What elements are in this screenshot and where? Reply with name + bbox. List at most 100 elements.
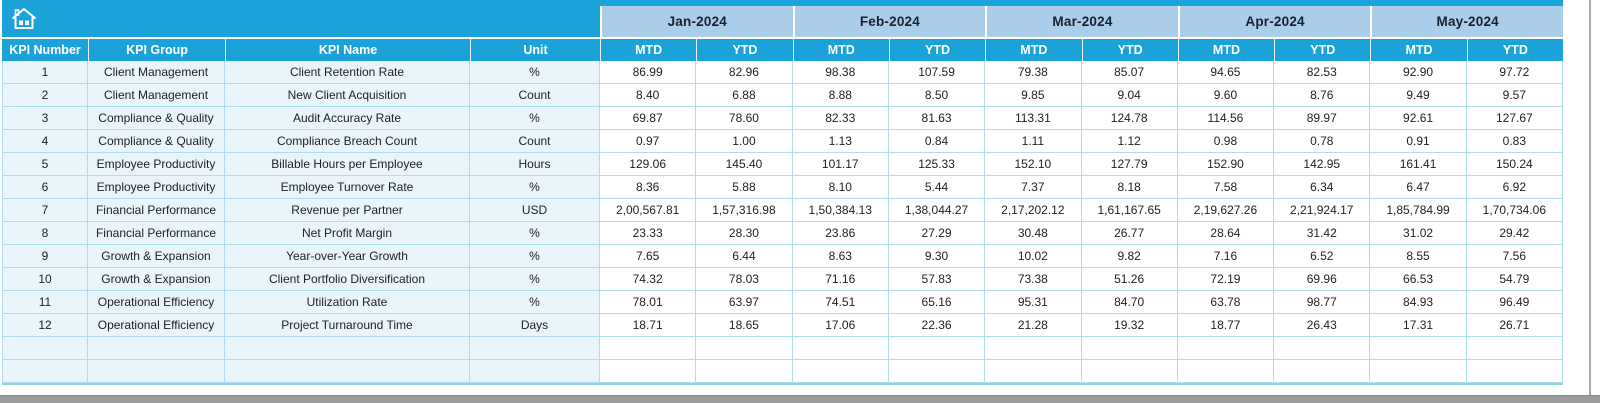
cell-value[interactable]: 17.31 <box>1370 314 1467 337</box>
cell-value[interactable]: 114.56 <box>1177 107 1275 130</box>
cell-value[interactable]: 6.34 <box>1274 176 1371 199</box>
cell-value[interactable]: 113.31 <box>985 107 1082 130</box>
cell-value[interactable]: 152.10 <box>985 153 1082 176</box>
cell-kpi-number[interactable]: 7 <box>2 199 88 222</box>
cell-value[interactable]: 1,57,316.98 <box>696 199 793 222</box>
cell-kpi-name[interactable]: Billable Hours per Employee <box>225 153 470 176</box>
cell-value[interactable]: 98.38 <box>792 61 889 84</box>
cell-value[interactable]: 2,19,627.26 <box>1177 199 1275 222</box>
cell-value[interactable]: 8.63 <box>792 245 889 268</box>
cell-value[interactable]: 1,61,167.65 <box>1081 199 1178 222</box>
header-may-ytd[interactable]: YTD <box>1466 39 1563 61</box>
cell-kpi-name[interactable]: Net Profit Margin <box>225 222 470 245</box>
cell-kpi-number[interactable]: 6 <box>2 176 88 199</box>
cell-value[interactable]: 0.78 <box>1274 130 1371 153</box>
cell-value[interactable]: 69.87 <box>600 107 697 130</box>
cell-value[interactable]: 6.52 <box>1274 245 1371 268</box>
cell-kpi-group[interactable]: Financial Performance <box>88 222 225 245</box>
cell-value[interactable]: 1.13 <box>792 130 889 153</box>
horizontal-scrollbar[interactable] <box>0 395 1600 403</box>
cell-value[interactable]: 31.42 <box>1274 222 1371 245</box>
cell-value[interactable]: 6.47 <box>1370 176 1467 199</box>
cell-kpi-group[interactable]: Compliance & Quality <box>88 130 225 153</box>
cell-kpi-group[interactable]: Growth & Expansion <box>88 268 225 291</box>
cell-value[interactable]: 78.03 <box>696 268 793 291</box>
cell-empty[interactable] <box>792 360 889 383</box>
cell-kpi-group[interactable]: Compliance & Quality <box>88 107 225 130</box>
cell-value[interactable]: 69.96 <box>1274 268 1371 291</box>
cell-kpi-number[interactable]: 2 <box>2 84 88 107</box>
cell-value[interactable]: 94.65 <box>1177 61 1275 84</box>
cell-value[interactable]: 8.40 <box>600 84 697 107</box>
cell-value[interactable]: 22.36 <box>888 314 986 337</box>
cell-unit[interactable]: % <box>470 107 600 130</box>
cell-value[interactable]: 8.55 <box>1370 245 1467 268</box>
cell-empty[interactable] <box>1081 360 1178 383</box>
cell-value[interactable]: 127.79 <box>1081 153 1178 176</box>
cell-value[interactable]: 9.82 <box>1081 245 1178 268</box>
cell-kpi-number[interactable]: 3 <box>2 107 88 130</box>
cell-kpi-name[interactable]: Compliance Breach Count <box>225 130 470 153</box>
home-cell[interactable] <box>2 0 600 37</box>
cell-empty[interactable] <box>88 360 225 383</box>
cell-value[interactable]: 18.77 <box>1177 314 1275 337</box>
cell-kpi-number[interactable]: 10 <box>2 268 88 291</box>
cell-value[interactable]: 1.00 <box>696 130 793 153</box>
cell-value[interactable]: 21.28 <box>985 314 1082 337</box>
cell-kpi-name[interactable]: Audit Accuracy Rate <box>225 107 470 130</box>
header-kpi-number[interactable]: KPI Number <box>9 43 81 57</box>
cell-value[interactable]: 0.98 <box>1177 130 1275 153</box>
cell-value[interactable]: 150.24 <box>1466 153 1563 176</box>
cell-value[interactable]: 31.02 <box>1370 222 1467 245</box>
header-feb-mtd[interactable]: MTD <box>792 39 889 61</box>
cell-value[interactable]: 8.50 <box>888 84 986 107</box>
cell-value[interactable]: 23.86 <box>792 222 889 245</box>
cell-value[interactable]: 18.65 <box>696 314 793 337</box>
cell-value[interactable]: 57.83 <box>888 268 986 291</box>
month-header-feb[interactable]: Feb-2024 <box>792 6 986 37</box>
cell-value[interactable]: 0.84 <box>888 130 986 153</box>
cell-value[interactable]: 6.44 <box>696 245 793 268</box>
cell-unit[interactable]: % <box>470 222 600 245</box>
cell-empty[interactable] <box>225 360 470 383</box>
cell-empty[interactable] <box>1466 337 1563 360</box>
cell-kpi-number[interactable]: 12 <box>2 314 88 337</box>
cell-kpi-name[interactable]: Client Portfolio Diversification <box>225 268 470 291</box>
cell-value[interactable]: 82.53 <box>1274 61 1371 84</box>
cell-value[interactable]: 2,17,202.12 <box>985 199 1082 222</box>
cell-value[interactable]: 152.90 <box>1177 153 1275 176</box>
cell-kpi-group[interactable]: Operational Efficiency <box>88 291 225 314</box>
header-mar-ytd[interactable]: YTD <box>1081 39 1178 61</box>
cell-value[interactable]: 2,00,567.81 <box>600 199 697 222</box>
cell-value[interactable]: 18.71 <box>600 314 697 337</box>
cell-unit[interactable]: Days <box>470 314 600 337</box>
cell-value[interactable]: 86.99 <box>600 61 697 84</box>
cell-value[interactable]: 95.31 <box>985 291 1082 314</box>
cell-value[interactable]: 9.04 <box>1081 84 1178 107</box>
cell-value[interactable]: 9.60 <box>1177 84 1275 107</box>
cell-value[interactable]: 145.40 <box>696 153 793 176</box>
cell-empty[interactable] <box>888 360 986 383</box>
cell-empty[interactable] <box>1370 337 1467 360</box>
cell-kpi-name[interactable]: Year-over-Year Growth <box>225 245 470 268</box>
cell-kpi-group[interactable]: Employee Productivity <box>88 176 225 199</box>
cell-value[interactable]: 129.06 <box>600 153 697 176</box>
cell-value[interactable]: 7.37 <box>985 176 1082 199</box>
cell-empty[interactable] <box>1274 360 1371 383</box>
cell-value[interactable]: 28.30 <box>696 222 793 245</box>
cell-kpi-name[interactable]: New Client Acquisition <box>225 84 470 107</box>
cell-value[interactable]: 9.49 <box>1370 84 1467 107</box>
cell-value[interactable]: 1.11 <box>985 130 1082 153</box>
cell-value[interactable]: 26.71 <box>1466 314 1563 337</box>
cell-value[interactable]: 8.10 <box>792 176 889 199</box>
cell-value[interactable]: 84.70 <box>1081 291 1178 314</box>
cell-value[interactable]: 124.78 <box>1081 107 1178 130</box>
cell-value[interactable]: 81.63 <box>888 107 986 130</box>
cell-empty[interactable] <box>2 360 88 383</box>
month-header-mar[interactable]: Mar-2024 <box>985 6 1178 37</box>
cell-value[interactable]: 84.93 <box>1370 291 1467 314</box>
cell-value[interactable]: 19.32 <box>1081 314 1178 337</box>
cell-value[interactable]: 101.17 <box>792 153 889 176</box>
cell-value[interactable]: 0.97 <box>600 130 697 153</box>
cell-value[interactable]: 8.76 <box>1274 84 1371 107</box>
